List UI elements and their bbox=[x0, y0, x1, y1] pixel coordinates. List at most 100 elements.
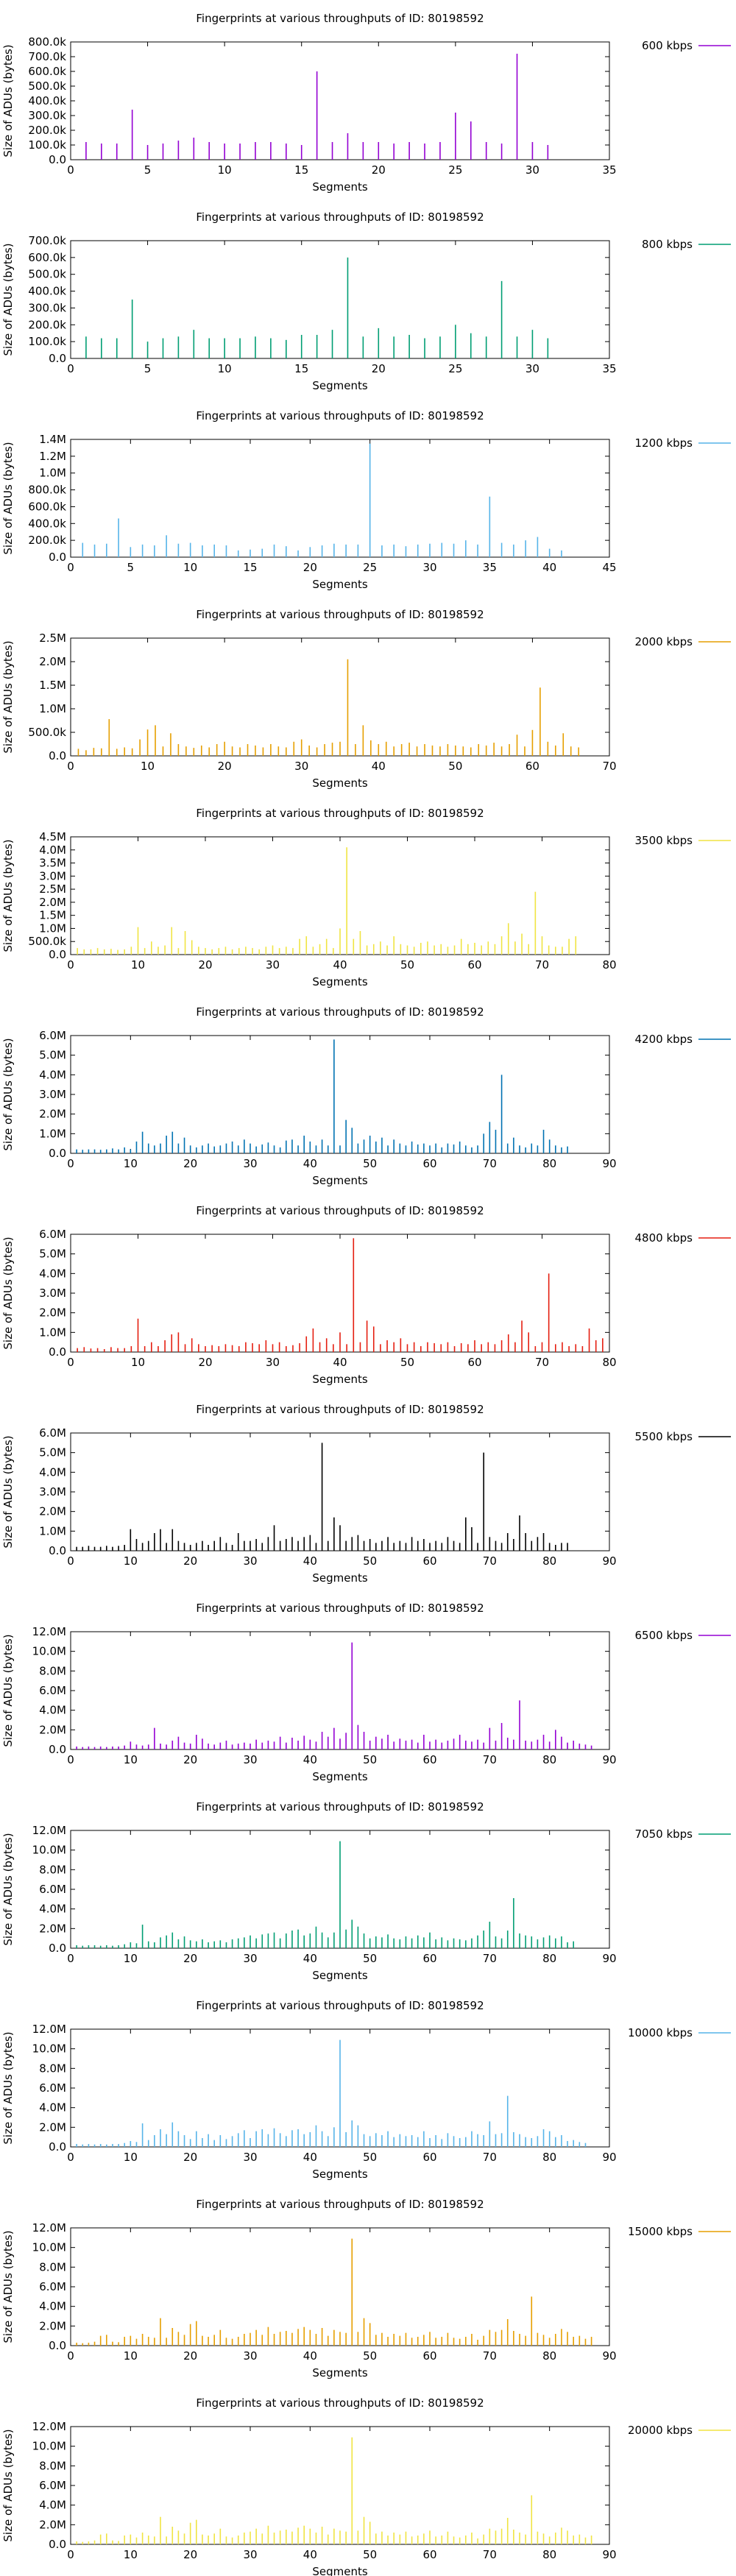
x-tick-label: 0 bbox=[67, 2548, 74, 2561]
y-tick-label: 3.5M bbox=[39, 857, 66, 870]
y-tick-label: 1.5M bbox=[39, 679, 66, 692]
x-tick-label: 20 bbox=[372, 362, 386, 375]
x-axis-label: Segments bbox=[312, 1571, 368, 1585]
x-tick-label: 80 bbox=[602, 958, 616, 972]
x-axis-label: Segments bbox=[312, 180, 368, 194]
x-tick-label: 30 bbox=[266, 958, 280, 972]
chart-title: Fingerprints at various throughputs of I… bbox=[196, 210, 484, 224]
y-tick-label: 2.0M bbox=[39, 1723, 66, 1736]
y-tick-label: 5.0M bbox=[39, 1248, 66, 1261]
y-axis-label: Size of ADUs (bytes) bbox=[1, 442, 15, 554]
x-tick-label: 35 bbox=[483, 561, 497, 574]
x-tick-label: 60 bbox=[422, 2151, 436, 2164]
x-tick-label: 30 bbox=[243, 1157, 257, 1170]
x-tick-label: 5 bbox=[144, 163, 152, 177]
y-tick-label: 12.0M bbox=[32, 2420, 66, 2433]
y-tick-label: 2.0M bbox=[39, 1922, 66, 1935]
x-tick-label: 40 bbox=[542, 561, 556, 574]
y-tick-label: 200.0k bbox=[28, 318, 66, 331]
x-tick-label: 90 bbox=[602, 2349, 616, 2363]
y-tick-label: 8.0M bbox=[39, 1863, 66, 1876]
y-tick-label: 10.0M bbox=[32, 2241, 66, 2254]
x-tick-label: 10 bbox=[131, 1356, 145, 1369]
legend-label: 800 kbps bbox=[642, 238, 693, 251]
x-tick-label: 30 bbox=[243, 2349, 257, 2363]
y-tick-label: 300.0k bbox=[28, 109, 66, 122]
y-tick-label: 1.2M bbox=[39, 450, 66, 463]
y-tick-label: 8.0M bbox=[39, 2459, 66, 2472]
y-tick-label: 600.0k bbox=[28, 500, 66, 513]
y-axis-label: Size of ADUs (bytes) bbox=[1, 839, 15, 952]
legend-label: 600 kbps bbox=[642, 39, 693, 52]
chart-title: Fingerprints at various throughputs of I… bbox=[196, 2396, 484, 2410]
x-tick-label: 25 bbox=[363, 561, 377, 574]
y-tick-label: 1.0M bbox=[39, 702, 66, 715]
legend-label: 20000 kbps bbox=[628, 2424, 693, 2437]
x-tick-label: 30 bbox=[243, 1554, 257, 1568]
chart-panel-11: Fingerprints at various throughputs of I… bbox=[1, 1999, 731, 2181]
x-tick-label: 80 bbox=[542, 1554, 556, 1568]
x-axis-label: Segments bbox=[312, 2366, 368, 2379]
y-tick-label: 0.0 bbox=[49, 1544, 66, 1557]
y-tick-label: 2.0M bbox=[39, 2120, 66, 2134]
x-tick-label: 70 bbox=[483, 2349, 497, 2363]
y-tick-label: 0.0 bbox=[49, 2538, 66, 2551]
x-tick-label: 90 bbox=[602, 1952, 616, 1965]
chart-title: Fingerprints at various throughputs of I… bbox=[196, 1999, 484, 2012]
y-tick-label: 4.0M bbox=[39, 843, 66, 857]
y-tick-label: 8.0M bbox=[39, 2062, 66, 2075]
y-tick-label: 6.0M bbox=[39, 2479, 66, 2492]
y-tick-label: 800.0k bbox=[28, 35, 66, 49]
x-tick-label: 60 bbox=[422, 1157, 436, 1170]
y-tick-label: 10.0M bbox=[32, 1844, 66, 1857]
x-tick-label: 20 bbox=[372, 163, 386, 177]
x-tick-label: 20 bbox=[183, 1554, 197, 1568]
y-tick-label: 1.0M bbox=[39, 921, 66, 935]
x-tick-label: 50 bbox=[363, 2151, 377, 2164]
x-axis-label: Segments bbox=[312, 2565, 368, 2576]
chart-title: Fingerprints at various throughputs of I… bbox=[196, 608, 484, 621]
plot-frame bbox=[70, 2426, 610, 2545]
x-tick-label: 50 bbox=[363, 1554, 377, 1568]
x-tick-label: 90 bbox=[602, 1157, 616, 1170]
x-tick-label: 20 bbox=[183, 1753, 197, 1766]
x-tick-label: 25 bbox=[448, 163, 462, 177]
x-tick-label: 10 bbox=[124, 1952, 138, 1965]
x-tick-label: 40 bbox=[303, 1157, 317, 1170]
y-tick-label: 2.0M bbox=[39, 2319, 66, 2332]
y-tick-label: 0.0 bbox=[49, 153, 66, 166]
x-tick-label: 0 bbox=[67, 1753, 74, 1766]
chart-panel-9: Fingerprints at various throughputs of I… bbox=[1, 1602, 731, 1783]
legend-label: 7050 kbps bbox=[635, 1827, 693, 1841]
y-tick-label: 1.0M bbox=[39, 467, 66, 480]
y-tick-label: 1.0M bbox=[39, 1524, 66, 1538]
x-tick-label: 0 bbox=[67, 362, 74, 375]
x-tick-label: 10 bbox=[124, 1753, 138, 1766]
y-tick-label: 300.0k bbox=[28, 301, 66, 314]
x-tick-label: 10 bbox=[141, 760, 155, 773]
y-tick-label: 2.0M bbox=[39, 896, 66, 909]
chart-title: Fingerprints at various throughputs of I… bbox=[196, 1403, 484, 1416]
x-tick-label: 90 bbox=[602, 1753, 616, 1766]
legend-label: 4800 kbps bbox=[635, 1231, 693, 1245]
x-tick-label: 10 bbox=[124, 2349, 138, 2363]
y-tick-label: 3.0M bbox=[39, 1485, 66, 1498]
chart-panel-3: Fingerprints at various throughputs of I… bbox=[1, 409, 731, 591]
x-tick-label: 80 bbox=[542, 2151, 556, 2164]
series-bars bbox=[76, 1039, 568, 1153]
plot-frame bbox=[70, 1631, 610, 1750]
x-tick-label: 10 bbox=[131, 958, 145, 972]
chart-panel-4: Fingerprints at various throughputs of I… bbox=[1, 608, 731, 790]
chart-panel-5: Fingerprints at various throughputs of I… bbox=[1, 807, 731, 988]
x-tick-label: 40 bbox=[303, 2349, 317, 2363]
y-tick-label: 2.0M bbox=[39, 2518, 66, 2531]
chart-title: Fingerprints at various throughputs of I… bbox=[196, 2198, 484, 2211]
legend-label: 1200 kbps bbox=[635, 436, 693, 450]
x-tick-label: 35 bbox=[602, 163, 616, 177]
x-tick-label: 15 bbox=[294, 163, 308, 177]
y-tick-label: 6.0M bbox=[39, 2081, 66, 2095]
y-tick-label: 4.0M bbox=[39, 2300, 66, 2313]
chart-panel-13: Fingerprints at various throughputs of I… bbox=[1, 2396, 731, 2576]
x-tick-label: 10 bbox=[183, 561, 197, 574]
chart-title: Fingerprints at various throughputs of I… bbox=[196, 1204, 484, 1217]
